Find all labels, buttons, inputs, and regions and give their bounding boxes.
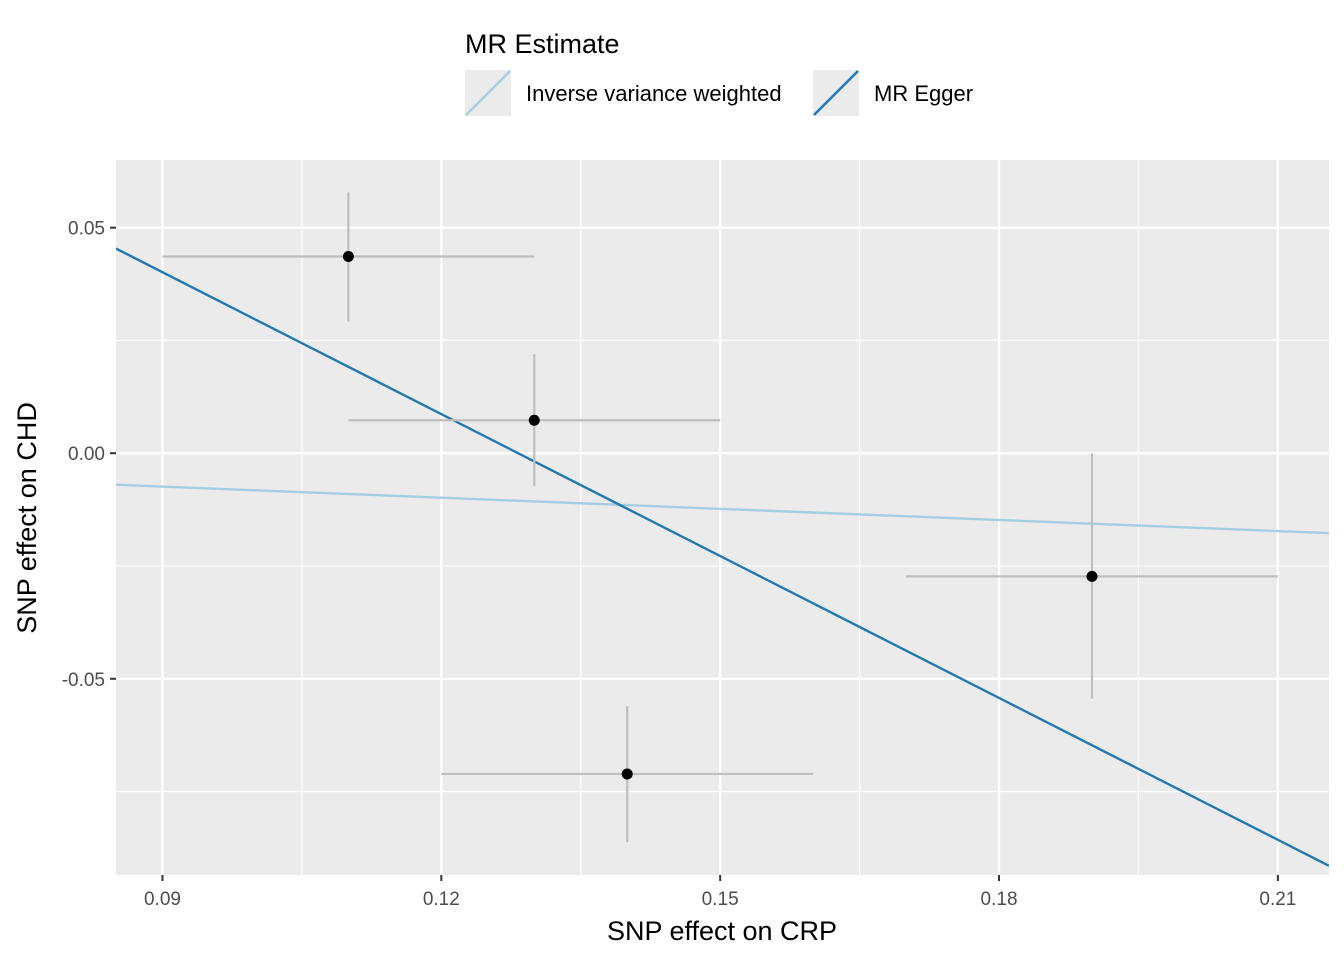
x-tick-label: 0.09 — [144, 889, 181, 910]
legend: MR Estimate Inverse variance weighted MR… — [465, 29, 973, 116]
y-axis: 0.05 0.00 -0.05 — [62, 219, 116, 691]
minor-gridlines — [116, 160, 1329, 875]
data-point-1 — [342, 251, 354, 263]
x-tick-label: 0.18 — [981, 889, 1018, 910]
data-point-4 — [1086, 570, 1098, 582]
y-tick-label: -0.05 — [62, 670, 105, 691]
legend-entry-ivw: Inverse variance weighted — [465, 70, 782, 116]
x-axis: 0.09 0.12 0.15 0.18 0.21 — [144, 875, 1296, 910]
x-tick-label: 0.15 — [702, 889, 739, 910]
mr-egger-line — [116, 247, 1329, 867]
legend-key-egger-line — [813, 70, 859, 116]
x-tick-label: 0.12 — [423, 889, 460, 910]
legend-title: MR Estimate — [465, 29, 620, 59]
legend-label-egger: MR Egger — [874, 81, 973, 106]
major-gridlines — [116, 160, 1329, 875]
legend-entry-egger: MR Egger — [813, 70, 973, 116]
y-axis-title: SNP effect on CHD — [12, 402, 42, 634]
ivw-line — [116, 483, 1329, 535]
regression-lines — [116, 247, 1329, 867]
data-point-2 — [528, 414, 540, 426]
y-tick-label: 0.00 — [68, 444, 105, 465]
y-tick-label: 0.05 — [68, 219, 105, 240]
legend-label-ivw: Inverse variance weighted — [526, 81, 782, 106]
data-points — [342, 251, 1098, 780]
data-point-3 — [621, 768, 633, 780]
plot-panel — [116, 160, 1329, 875]
x-axis-title: SNP effect on CRP — [607, 916, 837, 946]
legend-key-ivw-line — [465, 70, 511, 116]
x-tick-label: 0.21 — [1259, 889, 1296, 910]
